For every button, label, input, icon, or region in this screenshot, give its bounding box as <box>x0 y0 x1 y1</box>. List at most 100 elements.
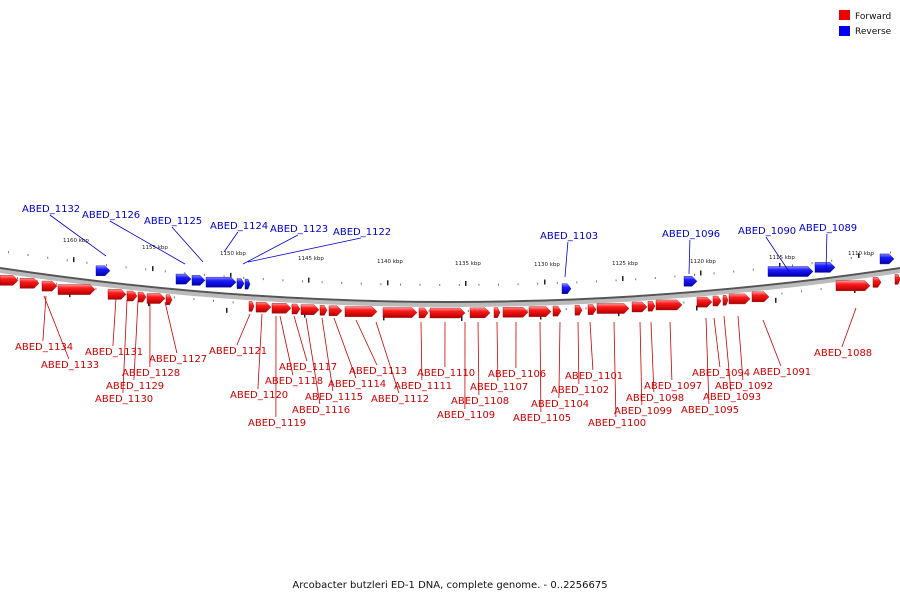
gene-leader-line <box>122 299 128 394</box>
gene-label[interactable]: ABED_1126 <box>82 210 140 221</box>
forward-gene-arrow[interactable] <box>41 280 58 292</box>
gene-label[interactable]: ABED_1130 <box>95 394 153 405</box>
gene-label[interactable]: ABED_1097 <box>644 381 702 392</box>
scale-minor-tick <box>792 264 793 267</box>
gene-label[interactable]: ABED_1105 <box>513 413 571 424</box>
reverse-gene-arrow[interactable] <box>767 266 814 277</box>
gene-label[interactable]: ABED_1113 <box>349 366 407 377</box>
gene-label[interactable]: ABED_1133 <box>41 360 99 371</box>
gene-label[interactable]: ABED_1128 <box>122 368 180 379</box>
forward-gene-arrow[interactable] <box>835 280 871 291</box>
gene-label[interactable]: ABED_1122 <box>333 227 391 238</box>
gene-label[interactable]: ABED_1095 <box>681 405 739 416</box>
forward-gene-arrow[interactable] <box>146 293 166 304</box>
forward-gene-arrow[interactable] <box>248 301 255 312</box>
gene-label[interactable]: ABED_1091 <box>753 367 811 378</box>
reverse-gene-arrow[interactable] <box>95 265 111 276</box>
forward-gene-arrow[interactable] <box>493 307 501 318</box>
gene-label[interactable]: ABED_1100 <box>588 418 646 429</box>
forward-gene-arrow[interactable] <box>528 306 552 317</box>
gene-label[interactable]: ABED_1109 <box>437 410 495 421</box>
gene-label[interactable]: ABED_1129 <box>106 381 164 392</box>
gene-label[interactable]: ABED_1131 <box>85 347 143 358</box>
forward-gene-arrow[interactable] <box>255 301 272 313</box>
forward-gene-arrow[interactable] <box>631 301 648 313</box>
gene-label[interactable]: ABED_1106 <box>488 369 546 380</box>
reverse-gene-arrow[interactable] <box>683 276 698 287</box>
forward-gene-arrow[interactable] <box>872 277 882 288</box>
scale-tick-label: 1130 kbp <box>534 262 560 268</box>
gene-label[interactable]: ABED_1112 <box>371 394 429 405</box>
gene-label[interactable]: ABED_1117 <box>279 362 337 373</box>
gene-label[interactable]: ABED_1096 <box>662 229 720 240</box>
gene-label[interactable]: ABED_1114 <box>328 379 386 390</box>
gene-label[interactable]: ABED_1098 <box>626 393 684 404</box>
forward-gene-arrow[interactable] <box>647 300 656 312</box>
gene-label[interactable]: ABED_1111 <box>394 381 452 392</box>
forward-gene-arrow[interactable] <box>271 303 292 314</box>
reverse-gene-arrow[interactable] <box>561 283 572 294</box>
gene-label[interactable]: ABED_1108 <box>451 396 509 407</box>
gene-label[interactable]: ABED_1102 <box>551 385 609 396</box>
forward-gene-arrow[interactable] <box>894 274 900 285</box>
forward-gene-arrow[interactable] <box>126 290 138 302</box>
forward-gene-arrow[interactable] <box>574 305 583 316</box>
gene-label[interactable]: ABED_1127 <box>149 354 207 365</box>
gene-label[interactable]: ABED_1094 <box>692 368 750 379</box>
forward-gene-arrow[interactable] <box>382 307 418 318</box>
gene-label[interactable]: ABED_1089 <box>799 223 857 234</box>
forward-gene-arrow[interactable] <box>429 307 466 319</box>
forward-gene-arrow[interactable] <box>137 291 147 303</box>
forward-gene-arrow[interactable] <box>57 284 96 295</box>
gene-label[interactable]: ABED_1103 <box>540 231 598 242</box>
gene-label[interactable]: ABED_1134 <box>15 342 73 353</box>
forward-gene-arrow[interactable] <box>344 306 378 317</box>
gene-label[interactable]: ABED_1099 <box>614 406 672 417</box>
gene-label[interactable]: ABED_1118 <box>265 376 323 387</box>
forward-gene-arrow[interactable] <box>300 304 320 315</box>
forward-gene-arrow[interactable] <box>722 295 729 306</box>
forward-gene-arrow[interactable] <box>107 289 127 300</box>
gene-label[interactable]: ABED_1088 <box>814 348 872 359</box>
forward-gene-arrow[interactable] <box>587 304 597 315</box>
gene-label[interactable]: ABED_1101 <box>565 371 623 382</box>
reverse-gene-arrow[interactable] <box>175 273 192 285</box>
gene-label[interactable]: ABED_1132 <box>22 204 80 215</box>
forward-gene-arrow[interactable] <box>751 291 770 303</box>
forward-gene-arrow[interactable] <box>291 303 301 315</box>
forward-gene-arrow[interactable] <box>712 295 722 307</box>
gene-label[interactable]: ABED_1125 <box>144 216 202 227</box>
gene-label[interactable]: ABED_1120 <box>230 390 288 401</box>
gene-label[interactable]: ABED_1124 <box>210 221 268 232</box>
gene-label[interactable]: ABED_1090 <box>738 226 796 237</box>
gene-label[interactable]: ABED_1121 <box>209 346 267 357</box>
forward-gene-arrow[interactable] <box>319 305 328 316</box>
reverse-gene-arrow[interactable] <box>244 278 251 290</box>
forward-gene-arrow[interactable] <box>418 307 429 319</box>
reverse-gene-arrow[interactable] <box>879 253 895 265</box>
gene-label[interactable]: ABED_1092 <box>715 381 773 392</box>
forward-gene-arrow[interactable] <box>469 307 491 319</box>
gene-label[interactable]: ABED_1104 <box>531 399 589 410</box>
gene-label[interactable]: ABED_1107 <box>470 382 528 393</box>
forward-gene-arrow[interactable] <box>655 299 683 311</box>
reverse-gene-arrow[interactable] <box>205 276 237 288</box>
gene-label[interactable]: ABED_1123 <box>270 224 328 235</box>
forward-gene-arrow[interactable] <box>552 305 562 317</box>
forward-gene-arrow[interactable] <box>596 303 630 314</box>
gene-label[interactable]: ABED_1116 <box>292 405 350 416</box>
reverse-gene-arrow[interactable] <box>236 278 245 289</box>
forward-gene-arrow[interactable] <box>0 275 19 286</box>
forward-gene-arrow[interactable] <box>502 307 529 318</box>
gene-label[interactable]: ABED_1119 <box>248 418 306 429</box>
forward-gene-arrow[interactable] <box>165 294 173 305</box>
forward-gene-arrow[interactable] <box>696 296 713 308</box>
forward-gene-arrow[interactable] <box>19 278 40 289</box>
reverse-gene-arrow[interactable] <box>814 262 836 273</box>
gene-label[interactable]: ABED_1115 <box>305 392 363 403</box>
reverse-gene-arrow[interactable] <box>191 275 206 286</box>
forward-gene-arrow[interactable] <box>328 305 343 316</box>
gene-label[interactable]: ABED_1110 <box>417 368 475 379</box>
gene-label[interactable]: ABED_1093 <box>703 392 761 403</box>
forward-gene-arrow[interactable] <box>728 293 751 305</box>
